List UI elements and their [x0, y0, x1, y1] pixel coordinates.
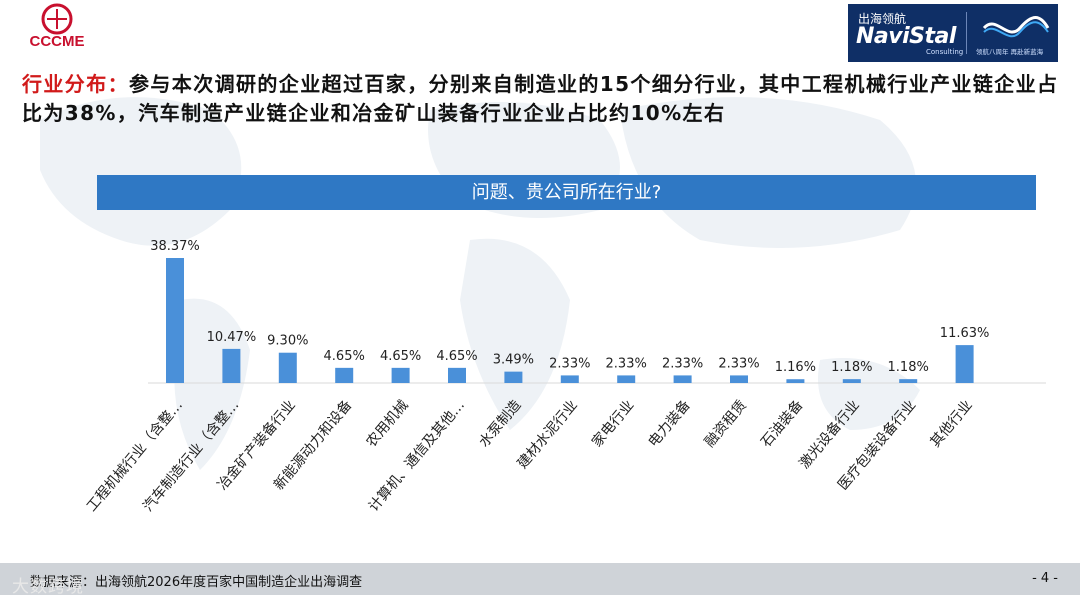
- bar-14: [955, 345, 974, 383]
- bar-1: [222, 348, 241, 383]
- cccme-logo: CCCME: [30, 3, 85, 50]
- bar-4: [391, 367, 410, 383]
- category-label-5: 计算机、通信及其他…: [366, 397, 468, 515]
- footer-bar: 数据来源：出海领航2026年度百家中国制造企业出海调查 - 4 -: [0, 563, 1080, 595]
- bar-5: [448, 367, 466, 383]
- data-label-10: 2.33%: [718, 356, 759, 371]
- headline-text: 参与本次调研的企业超过百家，分别来自制造业的15个细分行业，其中工程机械行业产业…: [22, 72, 1059, 125]
- bar-2: [278, 352, 297, 383]
- bar-11: [786, 379, 805, 383]
- bar-8: [617, 375, 636, 383]
- category-label-0: 工程机械行业（含整…: [84, 397, 186, 515]
- bar-13: [899, 379, 918, 383]
- data-label-5: 4.65%: [436, 349, 477, 364]
- data-label-0: 38.37%: [150, 239, 200, 254]
- logo-cn-text: 出海领航: [858, 12, 907, 26]
- data-label-12: 1.18%: [831, 360, 872, 375]
- data-label-11: 1.16%: [775, 360, 816, 375]
- chart-title: 问题、贵公司所在行业?: [97, 175, 1036, 210]
- category-label-10: 融资租赁: [702, 397, 750, 450]
- bar-9: [673, 375, 692, 383]
- data-label-4: 4.65%: [380, 349, 421, 364]
- cccme-logo-text: CCCME: [30, 33, 85, 50]
- navistal-logo: 出海领航 NaviStal Consulting 领航八周年 再赴新蓝海: [848, 4, 1058, 62]
- data-label-8: 2.33%: [606, 356, 647, 371]
- data-label-13: 1.18%: [888, 360, 929, 375]
- logo-slogan: 领航八周年 再赴新蓝海: [976, 48, 1044, 56]
- data-label-9: 2.33%: [662, 356, 703, 371]
- bar-0: [166, 258, 184, 383]
- category-label-4: 农用机械: [363, 397, 411, 450]
- bar-12: [842, 379, 861, 383]
- bar-3: [335, 367, 354, 383]
- headline-key: 行业分布：: [22, 72, 129, 96]
- bar-6: [504, 371, 523, 383]
- category-label-9: 电力装备: [645, 397, 694, 451]
- category-label-6: 水泵制造: [476, 397, 524, 450]
- data-label-1: 10.47%: [207, 330, 257, 345]
- category-label-14: 其他行业: [927, 397, 975, 450]
- category-label-11: 石油装备: [757, 397, 806, 451]
- watermark: 大数跨境: [12, 577, 84, 597]
- category-label-8: 家电行业: [588, 397, 637, 451]
- data-label-7: 2.33%: [549, 356, 590, 371]
- data-source: 数据来源：出海领航2026年度百家中国制造企业出海调查: [30, 575, 363, 590]
- headline: 行业分布：参与本次调研的企业超过百家，分别来自制造业的15个细分行业，其中工程机…: [22, 70, 1062, 128]
- logo-divider: [966, 12, 967, 54]
- logo-en-text: NaviStal: [856, 24, 956, 49]
- bar-10: [730, 375, 748, 383]
- wave-icon: [982, 16, 1050, 38]
- data-label-2: 9.30%: [267, 334, 308, 349]
- category-label-7: 建材水泥行业: [515, 397, 581, 472]
- logo-sub-text: Consulting: [926, 48, 964, 56]
- bar-7: [560, 375, 579, 383]
- data-label-3: 4.65%: [324, 349, 365, 364]
- data-label-6: 3.49%: [493, 353, 534, 368]
- category-label-1: 汽车制造行业（含整…: [139, 397, 242, 515]
- page-number: - 4 -: [1032, 571, 1058, 586]
- data-label-14: 11.63%: [940, 326, 990, 341]
